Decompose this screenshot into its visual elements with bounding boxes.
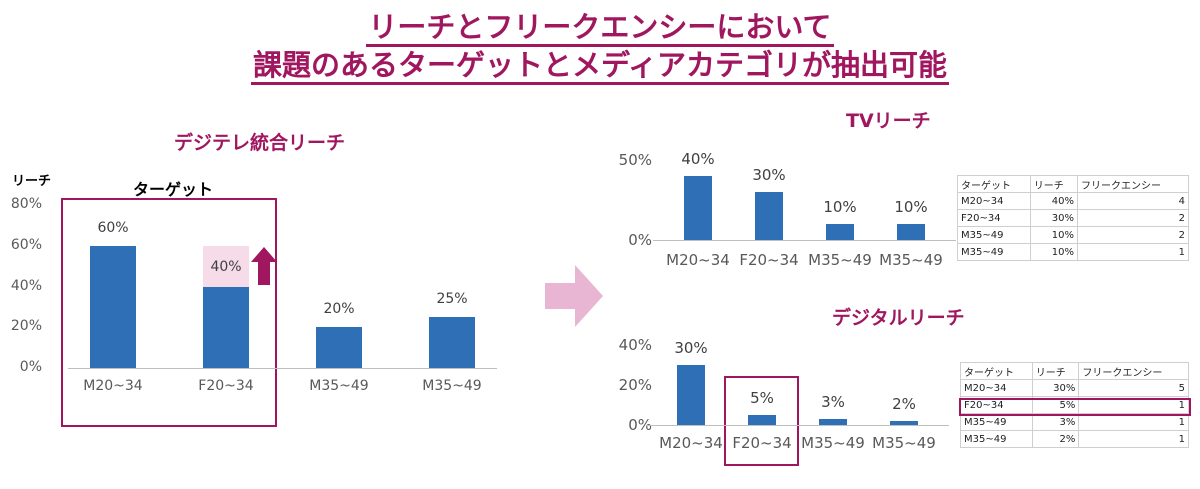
data-label: 5% (732, 389, 792, 407)
x-axis-line (646, 425, 949, 426)
table-cell: 30% (1032, 380, 1079, 397)
bar (429, 317, 475, 368)
table-header-cell: リーチ (1030, 176, 1077, 193)
table-row: F20~34 30% 2 (958, 210, 1189, 227)
table-cell: 5 (1079, 380, 1189, 397)
y-tick-label: 60% (2, 237, 42, 253)
bar (890, 421, 918, 425)
x-tick-label: M20~34 (658, 251, 738, 269)
x-tick-label: M35~49 (871, 251, 951, 269)
x-tick-label: M35~49 (299, 378, 379, 394)
x-tick-label: M35~49 (793, 434, 873, 452)
x-tick-label: M35~49 (412, 378, 492, 394)
bar (897, 224, 925, 240)
x-tick-label: M20~34 (651, 434, 731, 452)
table-cell: 2 (1077, 227, 1188, 244)
target-box-label: ターゲット (133, 176, 213, 200)
bar (90, 246, 136, 368)
headline-line-2: 課題のあるターゲットとメディアカテゴリが抽出可能 (0, 48, 1200, 82)
table-row: M35~49 2% 1 (961, 431, 1189, 448)
table-cell: 2% (1032, 431, 1079, 448)
table-cell: 30% (1030, 210, 1077, 227)
table-cell: 3% (1032, 414, 1079, 431)
table-cell: M20~34 (961, 380, 1033, 397)
bar (755, 192, 783, 240)
y-tick-label: 50% (612, 151, 652, 169)
data-label: 20% (309, 301, 369, 317)
table-row: M35~49 3% 1 (961, 414, 1189, 431)
table-header-cell: ターゲット (961, 363, 1033, 380)
bar (819, 419, 847, 425)
data-label: 40% (196, 259, 256, 275)
table-header-cell: フリークエンシー (1079, 363, 1189, 380)
bar (203, 287, 249, 369)
data-label: 60% (83, 220, 143, 236)
table-header-cell: リーチ (1032, 363, 1079, 380)
table-cell: 1 (1077, 244, 1188, 261)
table-row-highlight (959, 398, 1191, 416)
data-label: 10% (810, 198, 870, 216)
y-tick-label: 0% (2, 359, 42, 375)
bar (677, 365, 705, 425)
table-cell: M35~49 (958, 244, 1031, 261)
table-cell: 1 (1079, 431, 1189, 448)
bar (826, 224, 854, 240)
x-axis-line (68, 368, 497, 369)
x-tick-label: M35~49 (864, 434, 944, 452)
y-tick-label: 40% (612, 336, 652, 354)
table-cell: 40% (1030, 193, 1077, 210)
x-tick-label: M20~34 (73, 378, 153, 394)
table-row: M20~34 30% 5 (961, 380, 1189, 397)
data-label: 40% (668, 150, 728, 168)
table-cell: 4 (1077, 193, 1188, 210)
data-label: 2% (874, 395, 934, 413)
y-tick-label: 20% (612, 376, 652, 394)
table-row: M35~49 10% 1 (958, 244, 1189, 261)
data-label: 10% (881, 198, 941, 216)
bar (684, 176, 712, 240)
y-tick-label: 80% (2, 196, 42, 212)
table-cell: F20~34 (958, 210, 1031, 227)
tv-data-table: ターゲット リーチ フリークエンシー M20~34 40% 4 F20~34 30% 2 M35~… (957, 175, 1189, 261)
table-cell: M35~49 (958, 227, 1031, 244)
x-tick-label: F20~34 (186, 378, 266, 394)
table-header-cell: フリークエンシー (1077, 176, 1188, 193)
data-label: 30% (661, 339, 721, 357)
table-cell: 2 (1077, 210, 1188, 227)
bar (748, 415, 776, 425)
table-cell: 1 (1079, 414, 1189, 431)
table-cell: 10% (1030, 227, 1077, 244)
data-label: 30% (739, 166, 799, 184)
right-arrow-icon (545, 265, 603, 331)
table-row: M20~34 40% 4 (958, 193, 1189, 210)
x-tick-label: M35~49 (800, 251, 880, 269)
table-header-row: ターゲット リーチ フリークエンシー (958, 176, 1189, 193)
table-cell: M35~49 (961, 414, 1033, 431)
table-header-row: ターゲット リーチ フリークエンシー (961, 363, 1189, 380)
x-tick-label: F20~34 (729, 251, 809, 269)
digital-chart-title: デジタルリーチ (832, 303, 965, 330)
y-tick-label: 40% (2, 278, 42, 294)
bar (316, 327, 362, 368)
y-tick-label: 0% (612, 231, 652, 249)
table-cell: M35~49 (961, 431, 1033, 448)
table-cell: 10% (1030, 244, 1077, 261)
table-cell: M20~34 (958, 193, 1031, 210)
headline-line-1: リーチとフリークエンシーにおいて (0, 10, 1200, 44)
table-header-cell: ターゲット (958, 176, 1031, 193)
left-chart-ylabel: リーチ (12, 170, 51, 189)
x-axis-line (653, 240, 956, 241)
x-tick-label: F20~34 (722, 434, 802, 452)
left-chart-title: デジテレ統合リーチ (174, 128, 345, 155)
data-label: 3% (803, 393, 863, 411)
table-row: M35~49 10% 2 (958, 227, 1189, 244)
tv-chart-title: TVリーチ (846, 106, 931, 133)
data-label: 25% (422, 291, 482, 307)
y-tick-label: 20% (2, 318, 42, 334)
